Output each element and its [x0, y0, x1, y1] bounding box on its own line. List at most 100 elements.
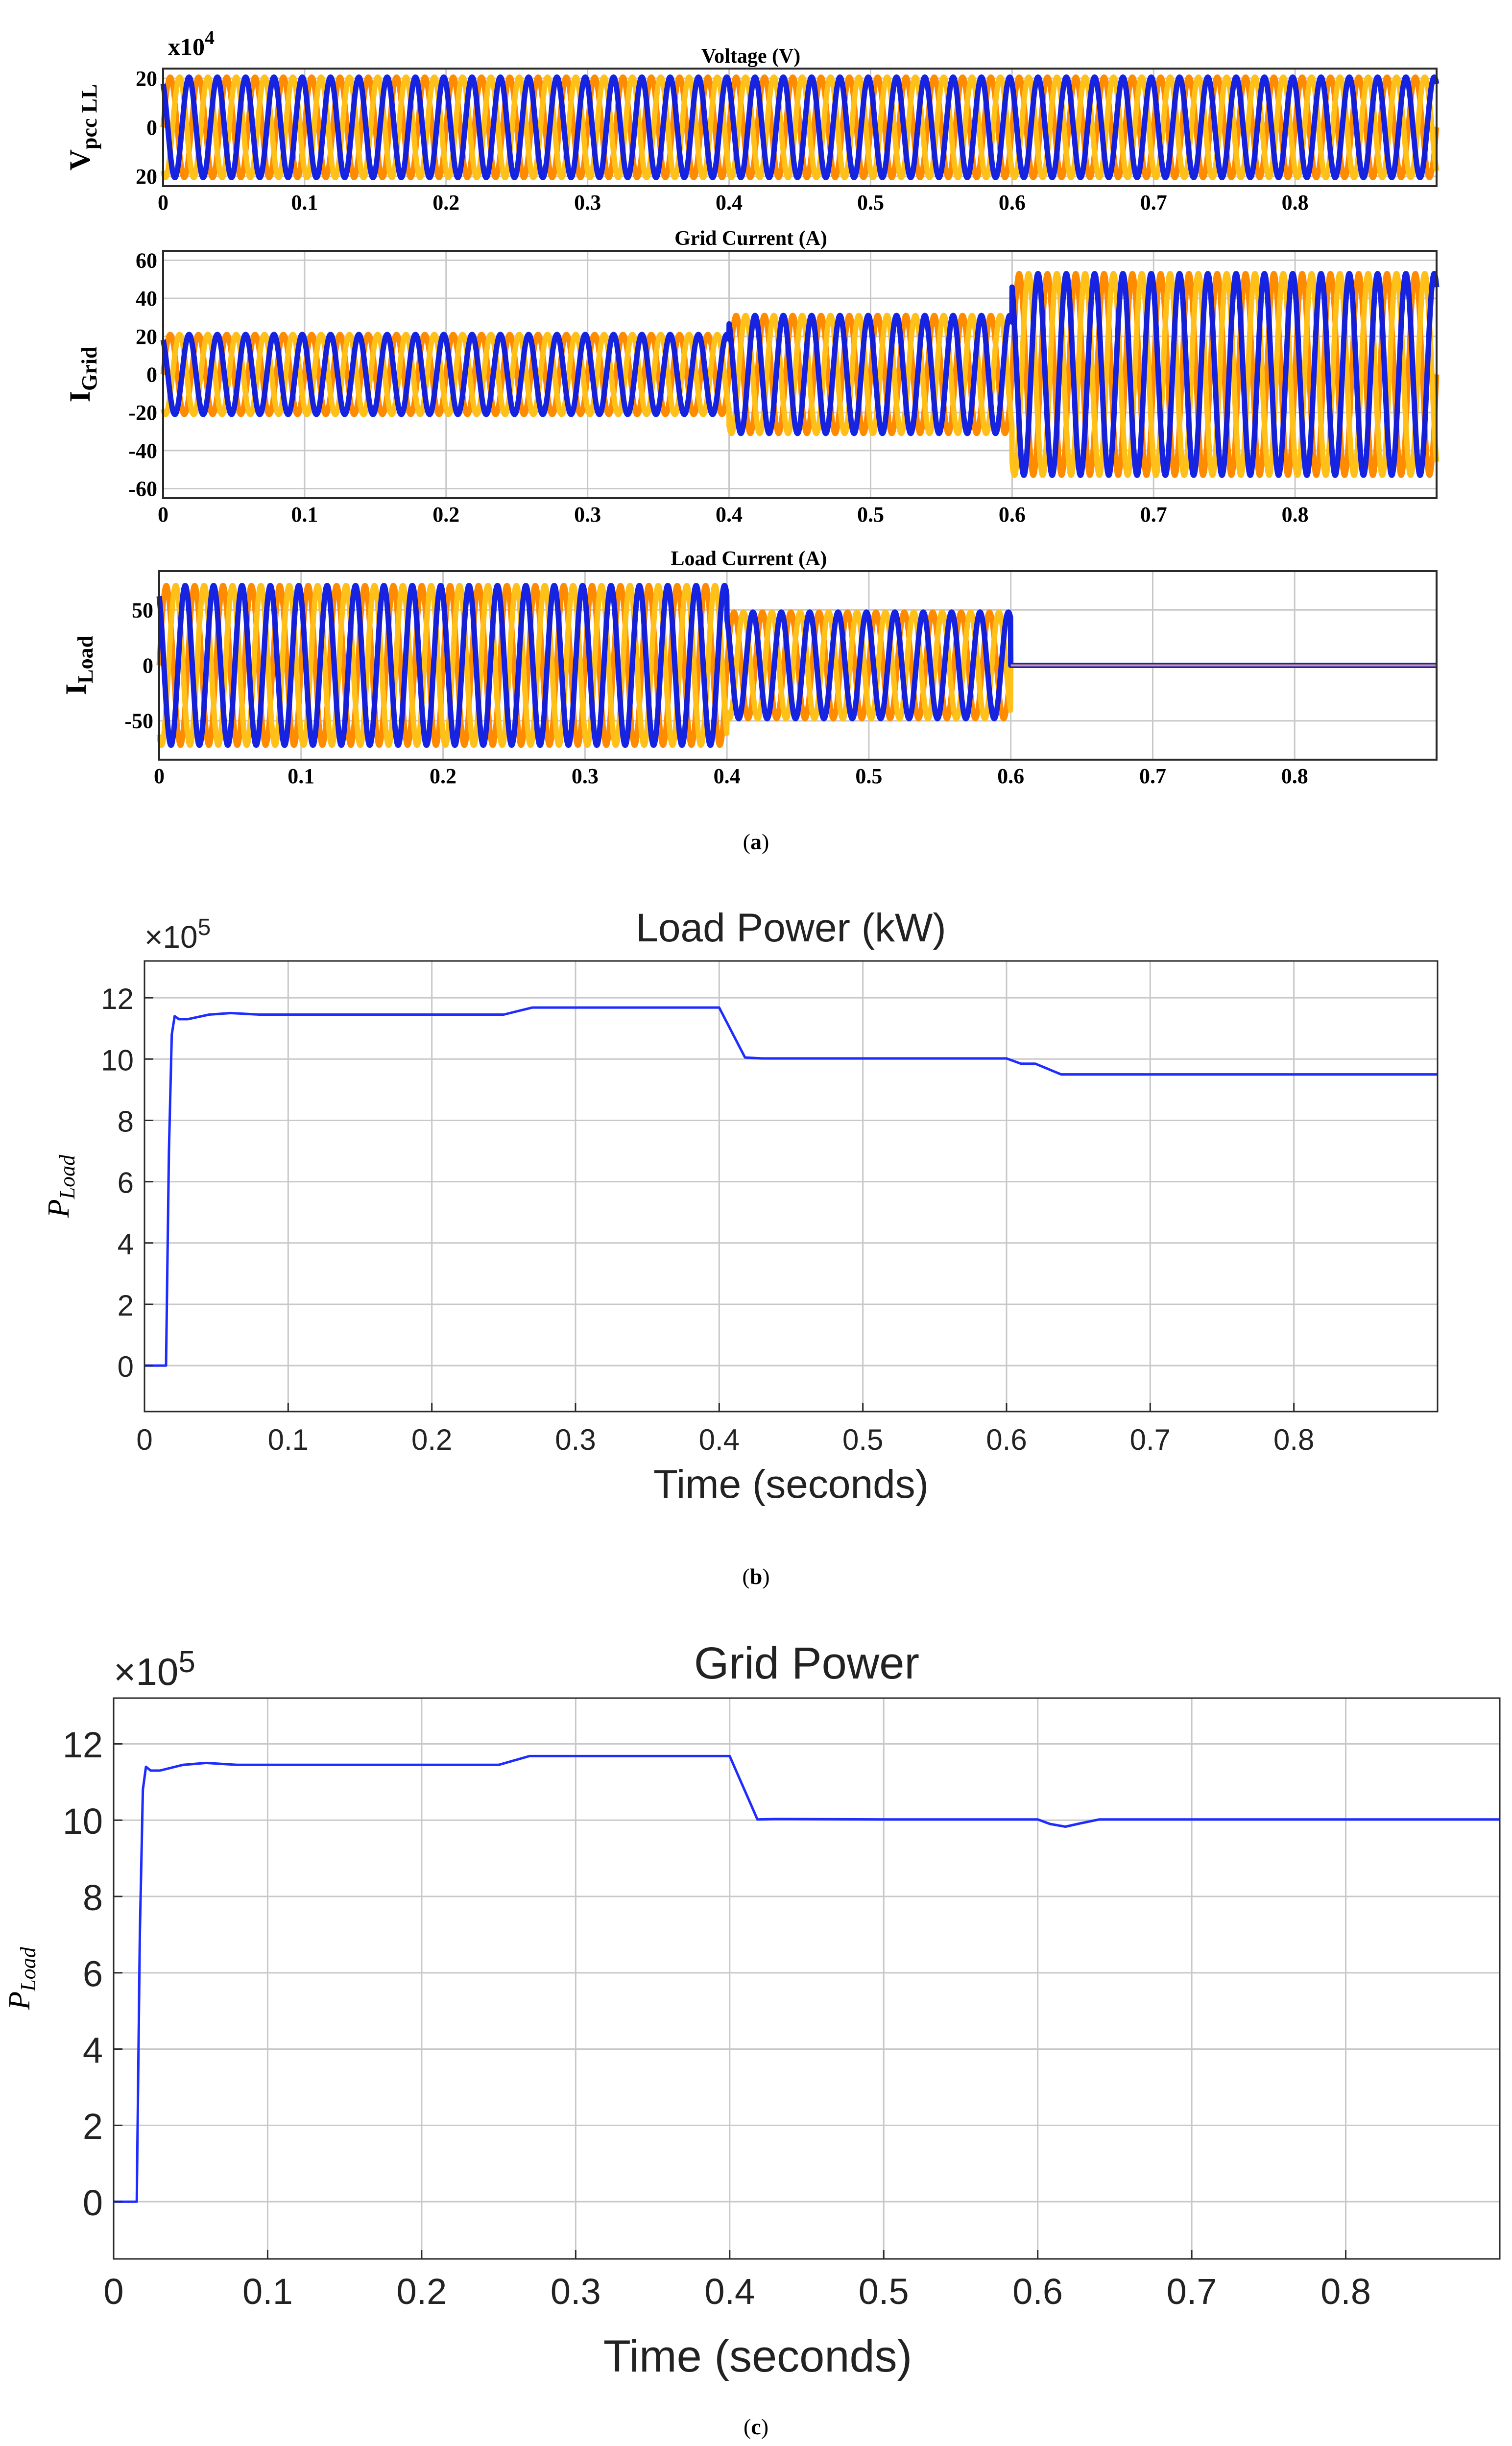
voltage-xtick-label: 0.4: [716, 191, 743, 215]
voltage-ylabel-sub: pcc LL: [77, 84, 101, 149]
grid_power-ytick-label: 12: [63, 1725, 103, 1765]
grid_current-xtick-label: 0.2: [432, 503, 459, 527]
chart-grid_power: 0 0.1 0.2 0.3 0.4 0.5 0.6 0.7 0.8 0 2 4 6 8 10 12 ×105 Gr…: [3, 1638, 1501, 2381]
voltage-frame: [162, 68, 1438, 187]
grid_current-title: Grid Current (A): [674, 227, 827, 250]
grid_power-frame: [113, 1697, 1501, 2260]
chart-load_current: 0 0.1 0.2 0.3 0.4 0.5 0.6 0.7 0.8 50 0 -50 Load Curr…: [60, 548, 1440, 788]
grid_power-xtick-label: 0.7: [1167, 2271, 1217, 2312]
voltage-xtick-label: 0.7: [1140, 191, 1167, 215]
load_power-ytick-label: 12: [101, 983, 134, 1015]
load_current-ylabel-main: I: [60, 684, 92, 695]
load_power-xlabel: Time (seconds): [653, 1462, 929, 1507]
grid_power-ylabel: PLoad: [3, 1946, 40, 2010]
grid_power-exponent-base: ×10: [114, 1650, 178, 1693]
panel-c-grid-power: 0 0.1 0.2 0.3 0.4 0.5 0.6 0.7 0.8 0 2 4 6 8 10 12 ×105 Gr…: [3, 1638, 1501, 2381]
grid_power-xtick-label: 0.8: [1320, 2271, 1371, 2312]
load_current-ytick-label: -50: [124, 709, 153, 733]
grid_current-ytick-label: 60: [136, 248, 157, 272]
grid_current-xtick-label: 0.6: [999, 503, 1026, 527]
grid_power-xtick-label: 0.4: [704, 2271, 755, 2312]
load_power-xtick-label: 0: [136, 1423, 152, 1456]
load_power-series-line: [144, 1006, 1438, 1367]
grid_power-title: Grid Power: [694, 1638, 919, 1688]
grid_power-exponent: ×105: [114, 1645, 195, 1693]
voltage-ytick-label: 20: [136, 165, 157, 189]
load_power-xtick-label: 0.2: [411, 1423, 452, 1456]
load_power-ytick-label: 0: [118, 1350, 134, 1383]
load_current-frame: [158, 570, 1438, 761]
voltage-ylabel: Vpcc LL: [64, 84, 101, 171]
grid_power-xtick-label: 0.1: [242, 2271, 293, 2312]
load_power-xtick-label: 0.8: [1273, 1423, 1314, 1456]
grid_power-xtick-label: 0.6: [1012, 2271, 1063, 2312]
load_power-ylabel-main: P: [42, 1199, 75, 1218]
voltage-ylabel-main: V: [64, 149, 96, 170]
grid_current-xtick-label: 0: [158, 503, 168, 527]
voltage-xtick-label: 0.6: [999, 191, 1026, 215]
load_power-ytick-label: 8: [118, 1105, 134, 1138]
load_power-exponent-base: ×10: [144, 919, 198, 955]
load_power-title: Load Power (kW): [636, 906, 946, 950]
load_power-ytick-label: 10: [101, 1044, 134, 1077]
voltage-xtick-label: 0: [158, 191, 168, 215]
grid_power-ytick-label: 4: [83, 2030, 103, 2070]
grid_power-ylabel-sub: Load: [16, 1946, 40, 1991]
grid_power-xtick-label: 0.3: [551, 2271, 601, 2312]
load_power-xtick-label: 0.7: [1130, 1423, 1171, 1456]
load_current-xtick-label: 0.4: [714, 764, 741, 788]
grid_power-xtick-label: 0.2: [396, 2271, 447, 2312]
load_current-ylabel-sub: Load: [73, 636, 97, 684]
load_current-xtick-label: 0.7: [1139, 764, 1166, 788]
grid_current-ytick-label: -60: [128, 477, 157, 501]
voltage-xtick-label: 0.2: [432, 191, 459, 215]
load_power-exponent-power: 5: [198, 914, 211, 940]
grid_power-plot-area: [114, 1698, 1500, 2259]
grid_current-frame: [162, 250, 1438, 499]
grid_power-ylabel-main: P: [3, 1991, 36, 2011]
grid_current-ytick-label: 20: [136, 325, 157, 349]
voltage-title: Voltage (V): [701, 45, 801, 68]
load_current-xtick-label: 0.1: [288, 764, 314, 788]
voltage-exponent: x104: [168, 26, 215, 60]
load_current-xtick-label: 0.8: [1281, 764, 1308, 788]
grid_power-xlabel: Time (seconds): [603, 2331, 912, 2381]
voltage-exponent-base: x10: [168, 33, 205, 60]
load_power-plot-area: [144, 961, 1438, 1412]
voltage-exponent-power: 4: [205, 26, 215, 48]
caption-c: (c): [743, 2414, 769, 2439]
caption-b: (b): [742, 1564, 770, 1589]
voltage-xtick-label: 0.1: [291, 191, 318, 215]
grid_power-ytick-label: 0: [83, 2182, 103, 2223]
load_power-ylabel-sub: Load: [55, 1154, 79, 1199]
grid_current-ytick-label: 0: [146, 363, 157, 387]
load_power-xtick-label: 0.5: [842, 1423, 883, 1456]
load_power-xtick-label: 0.6: [986, 1423, 1027, 1456]
grid_current-xtick-label: 0.5: [857, 503, 884, 527]
load_current-xtick-label: 0.6: [997, 764, 1024, 788]
grid_current-phase-3-line: [160, 271, 1440, 478]
grid_current-ytick-label: -20: [128, 401, 157, 425]
grid_current-xtick-label: 0.1: [291, 503, 318, 527]
grid_current-ylabel-main: I: [64, 391, 96, 402]
chart-load_power: 0 0.1 0.2 0.3 0.4 0.5 0.6 0.7 0.8 0 2 4 6 8 10 12 ×105 Lo…: [42, 906, 1439, 1507]
load_current-xtick-label: 0.2: [430, 764, 456, 788]
grid_current-xtick-label: 0.7: [1140, 503, 1167, 527]
grid_power-ytick-label: 6: [83, 1954, 103, 1994]
voltage-xtick-label: 0.3: [574, 191, 601, 215]
load_power-ytick-label: 2: [118, 1289, 134, 1322]
chart-grid_current: 0 0.1 0.2 0.3 0.4 0.5 0.6 0.7 0.8 60 40 20 0 -20 -40 -6…: [64, 227, 1440, 527]
load_power-xtick-label: 0.4: [699, 1423, 740, 1456]
grid_power-xtick-label: 0.5: [859, 2271, 909, 2312]
grid_current-phase-2-line: [160, 271, 1440, 478]
load_power-exponent: ×105: [144, 914, 211, 955]
grid_current-ylabel-sub: Grid: [77, 347, 101, 391]
grid_current-ylabel: IGrid: [64, 347, 101, 403]
load_current-xtick-label: 0.3: [572, 764, 599, 788]
grid_current-xtick-label: 0.8: [1282, 503, 1309, 527]
voltage-ytick-label: 20: [136, 67, 157, 91]
load_power-xtick-label: 0.1: [268, 1423, 309, 1456]
